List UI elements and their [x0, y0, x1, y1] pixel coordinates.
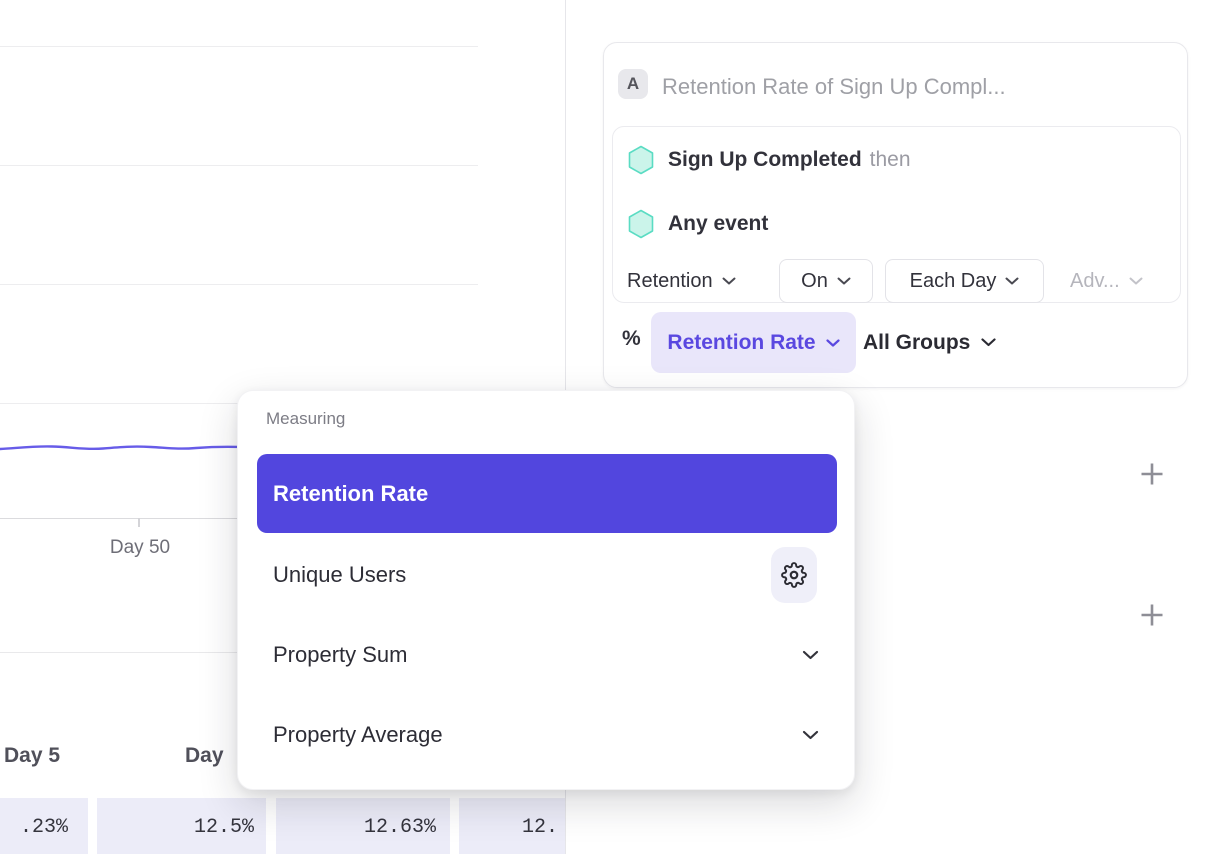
menu-item-property-average[interactable]: Property Average: [238, 697, 854, 773]
chevron-down-icon: [825, 338, 840, 347]
chevron-down-icon: [722, 277, 736, 285]
chevron-down-icon: [981, 338, 996, 347]
add-metric-button[interactable]: [1137, 459, 1167, 489]
plus-icon: [1141, 463, 1163, 485]
event-hexagon-icon: [628, 145, 654, 175]
gridline: [0, 284, 478, 285]
gridline: [0, 46, 478, 47]
event-hexagon-icon: [628, 209, 654, 239]
table-column-header: Day 5: [4, 744, 61, 767]
event-step-row[interactable]: Any event: [628, 209, 776, 239]
measuring-dropdown-trigger[interactable]: Retention Rate: [651, 312, 856, 373]
advanced-dropdown[interactable]: Adv...: [1070, 259, 1143, 303]
event-name[interactable]: Sign Up Completed: [668, 148, 862, 171]
event-steps-card: Sign Up Completed then Any event Retenti…: [612, 126, 1181, 303]
granularity-dropdown[interactable]: Each Day: [885, 259, 1044, 303]
menu-item-property-sum[interactable]: Property Sum: [238, 617, 854, 693]
groups-dropdown[interactable]: All Groups: [863, 312, 996, 373]
step-suffix: then: [869, 148, 911, 171]
chevron-down-icon: [802, 730, 819, 740]
x-axis-tick-label-clipped: 5: [0, 537, 1, 559]
on-dropdown[interactable]: On: [779, 259, 873, 303]
percent-symbol: %: [622, 327, 641, 350]
table-cell: 12.63%: [276, 798, 450, 854]
chevron-down-icon: [802, 650, 819, 660]
table-column-header: Day: [185, 744, 224, 767]
x-axis-tick: [138, 518, 140, 527]
event-step-row[interactable]: Sign Up Completed then: [628, 145, 911, 175]
chevron-down-icon: [1129, 277, 1143, 285]
query-builder-card: A Retention Rate of Sign Up Compl... Sig…: [603, 42, 1188, 388]
plus-icon: [1141, 604, 1163, 626]
table-cell: .23%: [0, 798, 88, 854]
menu-item-unique-users[interactable]: Unique Users: [238, 537, 854, 613]
gear-icon: [781, 562, 807, 588]
menu-section-header: Measuring: [266, 409, 346, 428]
measuring-menu: Measuring Retention Rate Unique Users Pr…: [237, 390, 855, 790]
report-title[interactable]: Retention Rate of Sign Up Compl...: [662, 74, 1006, 99]
x-axis-tick-label: Day 50: [109, 537, 171, 558]
table-cell: 12.5%: [97, 798, 266, 854]
table-cell: 12.: [459, 798, 565, 854]
event-name[interactable]: Any event: [668, 212, 769, 235]
retention-line-series: [0, 445, 252, 451]
add-filter-button[interactable]: [1137, 600, 1167, 630]
chevron-down-icon: [1005, 277, 1019, 285]
series-badge: A: [618, 69, 648, 99]
retention-mode-dropdown[interactable]: Retention: [627, 259, 736, 303]
menu-item-retention-rate[interactable]: Retention Rate: [257, 454, 837, 533]
criteria-row: Retention On Each Day: [613, 259, 1180, 304]
chevron-down-icon: [837, 277, 851, 285]
unique-users-settings-button[interactable]: [771, 547, 817, 603]
gridline: [0, 165, 478, 166]
